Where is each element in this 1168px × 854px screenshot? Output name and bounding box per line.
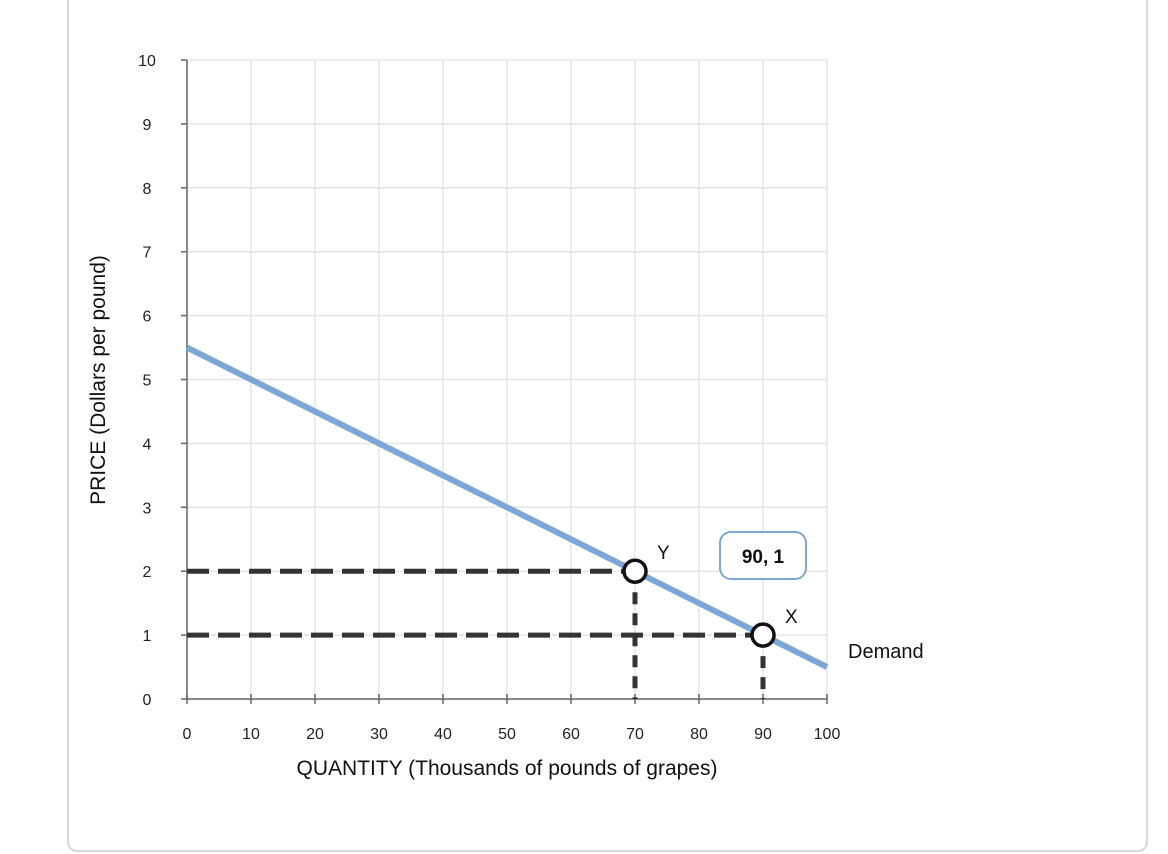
guide-lines — [187, 568, 766, 699]
x-axis-title: QUANTITY (Thousands of pounds of grapes) — [297, 757, 718, 780]
point-marker — [750, 622, 776, 648]
chart-panel — [67, 0, 1148, 852]
y-tick-label: 10 — [138, 53, 156, 70]
x-tick-label: 70 — [626, 726, 644, 743]
y-tick-label: 6 — [143, 309, 152, 326]
tooltip-text: 90, 1 — [742, 547, 785, 568]
coordinate-tooltip: 90, 1 — [719, 531, 807, 580]
x-tick-label: 60 — [562, 726, 580, 743]
tooltip-box — [719, 531, 807, 580]
y-tick-label: 1 — [143, 628, 152, 645]
point-marker — [622, 558, 648, 584]
x-tick-label: 20 — [306, 726, 324, 743]
point-label: Y — [657, 543, 670, 564]
y-tick-label: 2 — [143, 564, 152, 581]
grid — [186, 59, 828, 700]
y-tick-label: 9 — [143, 117, 152, 134]
x-tick-label: 100 — [814, 726, 841, 743]
y-axis-title: PRICE (Dollars per pound) — [87, 255, 110, 505]
x-tick-label: 80 — [690, 726, 708, 743]
x-tick-label: 30 — [370, 726, 388, 743]
demand-curve — [185, 344, 829, 670]
x-tick-label: 90 — [754, 726, 772, 743]
y-tick-label: 4 — [143, 436, 152, 453]
y-tick-label: 0 — [143, 692, 152, 709]
y-tick-label: 3 — [143, 500, 152, 517]
axes: 0 10 20 30 40 50 60 70 80 90 100 0 1 2 3 4 5 6 7 8 9 10 — [138, 53, 840, 743]
x-tick-label: 0 — [183, 726, 192, 743]
y-tick-label: 7 — [143, 245, 152, 262]
points-layer: YX — [622, 543, 798, 648]
series-layer: Demand — [185, 344, 924, 670]
y-tick-label: 5 — [143, 373, 152, 390]
x-tick-label: 10 — [242, 726, 260, 743]
demand-label: Demand — [848, 641, 924, 663]
x-tick-label: 40 — [434, 726, 452, 743]
y-tick-label: 8 — [143, 181, 152, 198]
x-tick-label: 50 — [498, 726, 516, 743]
point-label: X — [785, 607, 798, 628]
